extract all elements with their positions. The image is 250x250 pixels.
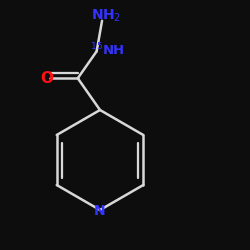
Text: NH$_2$: NH$_2$: [91, 8, 121, 24]
Text: $^{15}$NH: $^{15}$NH: [90, 42, 124, 58]
Text: O: O: [40, 71, 53, 86]
Text: N: N: [94, 204, 106, 218]
